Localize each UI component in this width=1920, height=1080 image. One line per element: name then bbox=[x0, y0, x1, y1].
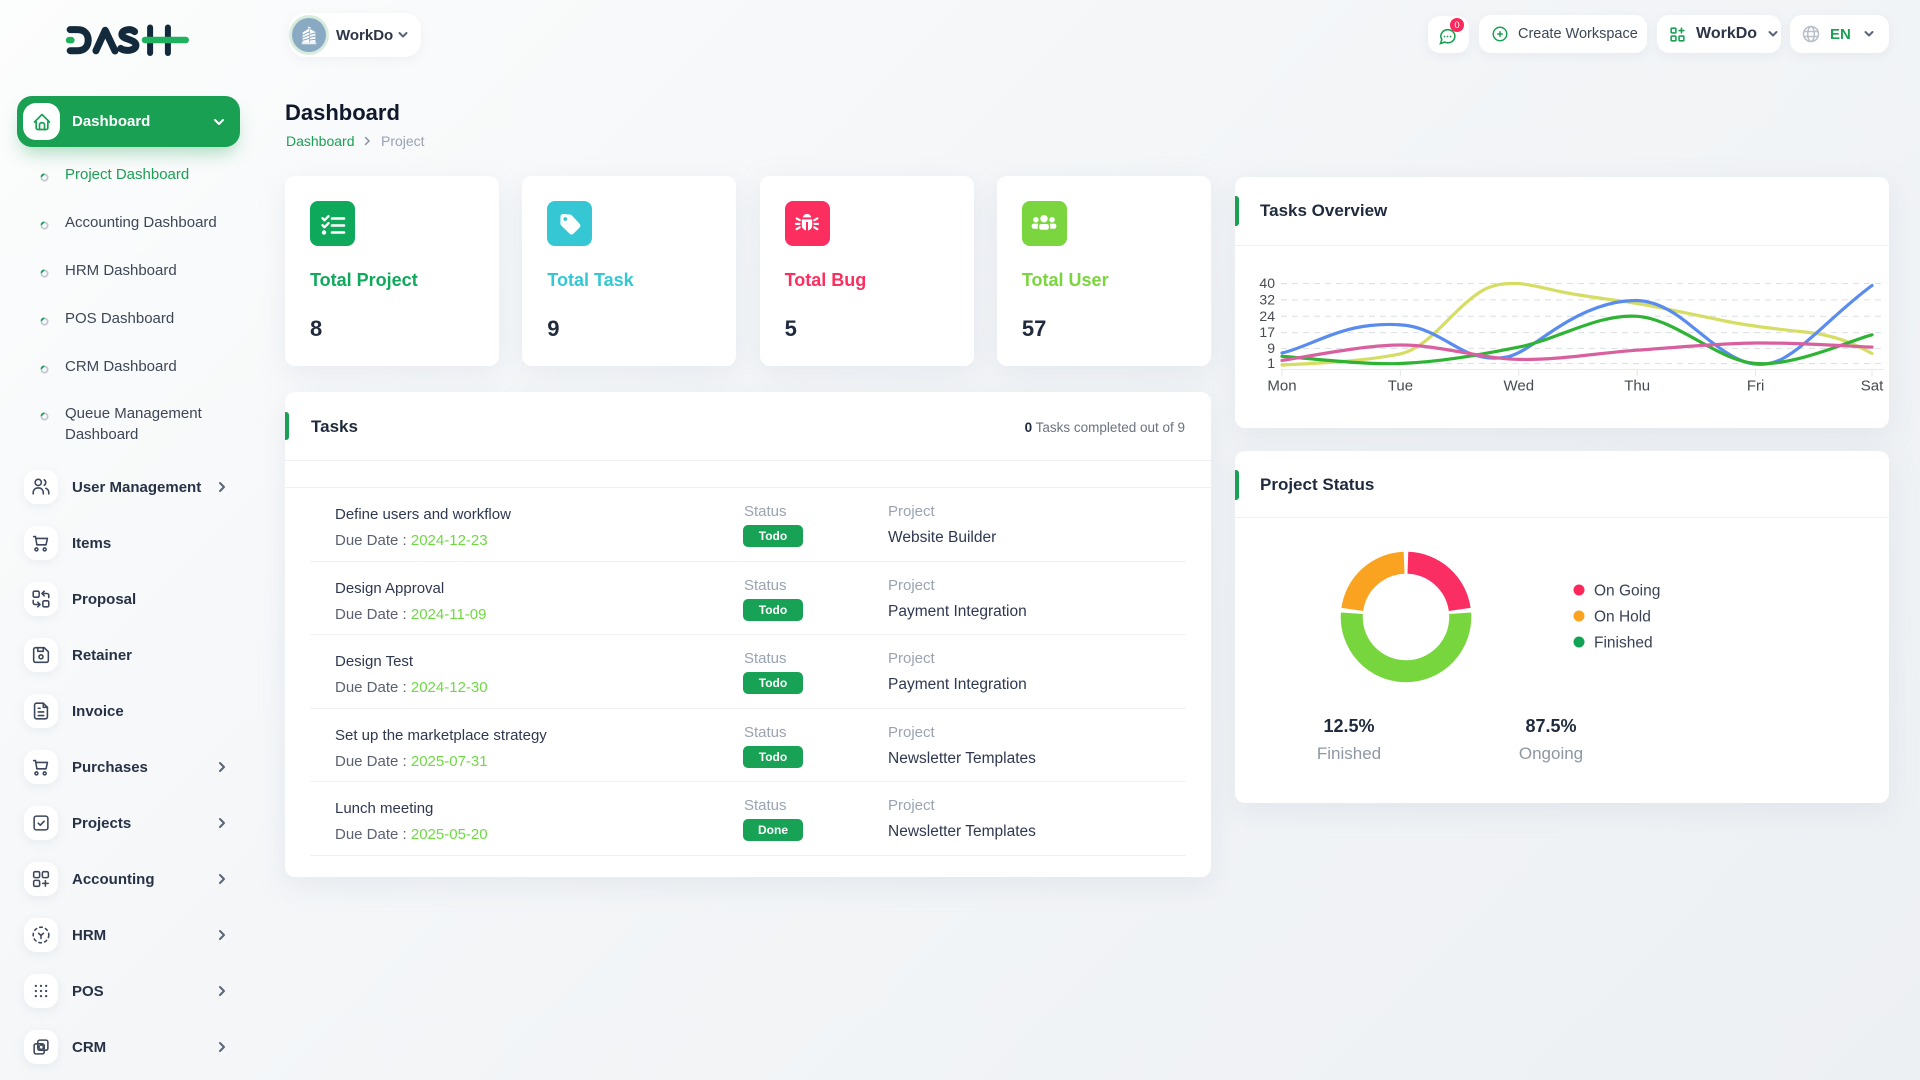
svg-text:40: 40 bbox=[1259, 275, 1275, 291]
svg-text:Mon: Mon bbox=[1267, 378, 1296, 395]
svg-text:87.5%: 87.5% bbox=[1525, 716, 1576, 736]
svg-text:1: 1 bbox=[1267, 355, 1275, 371]
svg-text:Thu: Thu bbox=[1624, 378, 1650, 395]
svg-text:Fri: Fri bbox=[1747, 378, 1765, 395]
svg-text:32: 32 bbox=[1259, 291, 1275, 307]
svg-text:Tue: Tue bbox=[1388, 378, 1413, 395]
svg-text:Wed: Wed bbox=[1504, 378, 1535, 395]
svg-text:17: 17 bbox=[1259, 324, 1275, 340]
svg-text:Sat: Sat bbox=[1861, 378, 1884, 395]
svg-text:Finished: Finished bbox=[1317, 744, 1381, 763]
svg-text:12.5%: 12.5% bbox=[1323, 716, 1374, 736]
svg-text:On Hold: On Hold bbox=[1594, 609, 1651, 626]
svg-text:9: 9 bbox=[1267, 340, 1275, 356]
svg-text:On Going: On Going bbox=[1594, 583, 1660, 600]
svg-text:24: 24 bbox=[1259, 308, 1275, 324]
svg-text:Finished: Finished bbox=[1594, 635, 1653, 652]
svg-text:Ongoing: Ongoing bbox=[1519, 744, 1583, 763]
